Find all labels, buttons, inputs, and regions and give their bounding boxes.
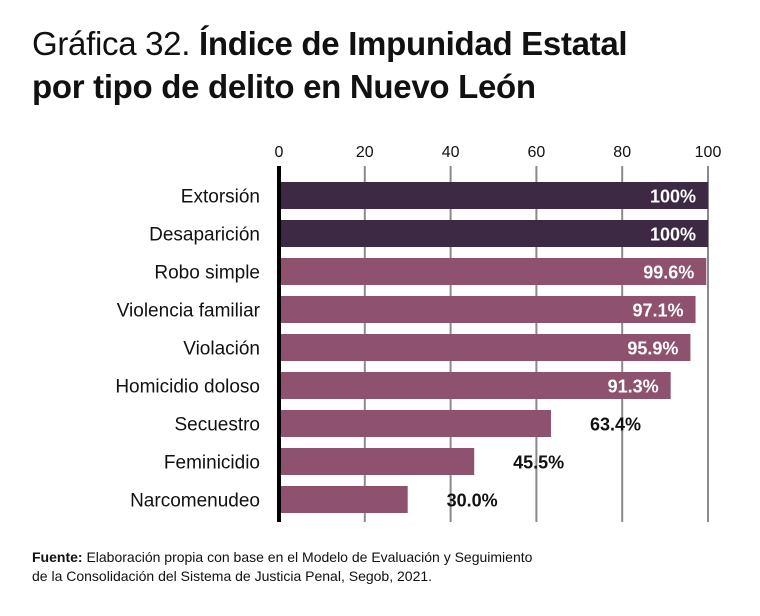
category-label-6: Secuestro: [174, 415, 260, 436]
value-label-0: 100%: [650, 187, 696, 207]
bar-5: [279, 372, 671, 399]
category-label-3: Violencia familiar: [117, 301, 261, 322]
bar-4: [279, 334, 691, 361]
value-label-2: 99.6%: [643, 263, 694, 283]
category-label-4: Violación: [183, 339, 260, 360]
value-label-8: 30.0%: [447, 491, 498, 511]
chart-title: Gráfica 32. Índice de Impunidad Estatal …: [32, 22, 752, 108]
category-label-2: Robo simple: [154, 263, 260, 284]
category-label-0: Extorsión: [181, 187, 260, 208]
value-label-7: 45.5%: [513, 453, 564, 473]
value-label-3: 97.1%: [633, 301, 684, 321]
bar-8: [279, 486, 408, 513]
x-axis-ticks: 0 20 40 60 80 100: [275, 144, 722, 161]
bar-0: [279, 182, 708, 209]
value-labels: 100% 100% 99.6% 97.1% 95.9% 91.3% 63.4% 45.5% 30…: [447, 187, 696, 511]
category-label-8: Narcomenudeo: [130, 491, 260, 512]
x-tick-label-20: 20: [356, 144, 374, 161]
value-label-6: 63.4%: [590, 415, 641, 435]
source-text-line1: Elaboración propia con base en el Modelo…: [82, 549, 533, 565]
category-label-1: Desaparición: [149, 225, 260, 246]
chart-title-main-line1: Índice de Impunidad Estatal: [198, 25, 628, 62]
x-tick-label-100: 100: [695, 144, 722, 161]
x-tick-label-80: 80: [613, 144, 631, 161]
x-tick-label-60: 60: [528, 144, 546, 161]
x-tick-label-40: 40: [442, 144, 460, 161]
bar-3: [279, 296, 696, 323]
chart-title-main-line2: por tipo de delito en Nuevo León: [32, 68, 536, 105]
bar-6: [279, 410, 551, 437]
bar-2: [279, 258, 707, 285]
x-tick-label-0: 0: [275, 144, 284, 161]
category-label-5: Homicidio doloso: [115, 377, 260, 398]
source-label: Fuente:: [32, 549, 83, 565]
category-label-7: Feminicidio: [164, 453, 260, 474]
bar-7: [279, 448, 475, 475]
value-label-4: 95.9%: [627, 339, 678, 359]
category-labels: Extorsión Desaparición Robo simple Violenci…: [115, 187, 260, 512]
bar-1: [279, 220, 708, 247]
bars: [279, 182, 708, 513]
chart-title-prefix: Gráfica 32.: [32, 25, 199, 62]
value-label-1: 100%: [650, 225, 696, 245]
source-text-line2: de la Consolidación del Sistema de Justi…: [32, 568, 433, 584]
source-note: Fuente: Elaboración propia con base en e…: [32, 548, 732, 586]
value-label-5: 91.3%: [608, 377, 659, 397]
